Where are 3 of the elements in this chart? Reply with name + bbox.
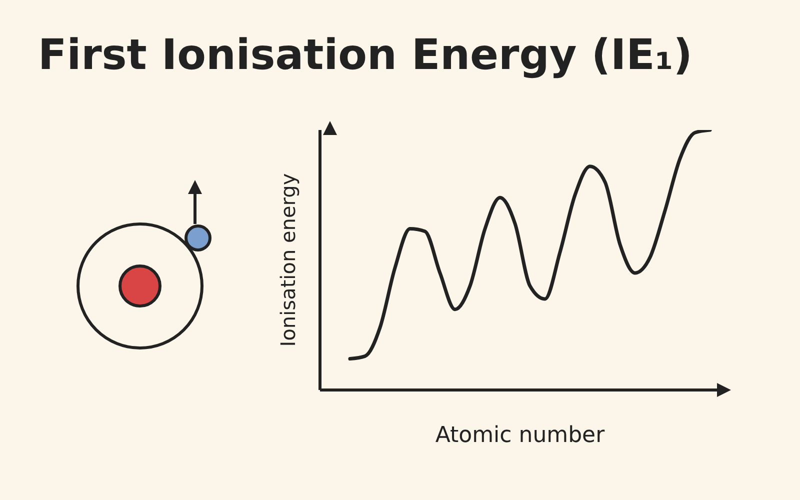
x-axis-title: Atomic number [435, 423, 606, 448]
chart-title: First Ionisation Energy (IE₁) [38, 30, 692, 79]
y-axis-title: Ionisation energy [276, 173, 300, 347]
